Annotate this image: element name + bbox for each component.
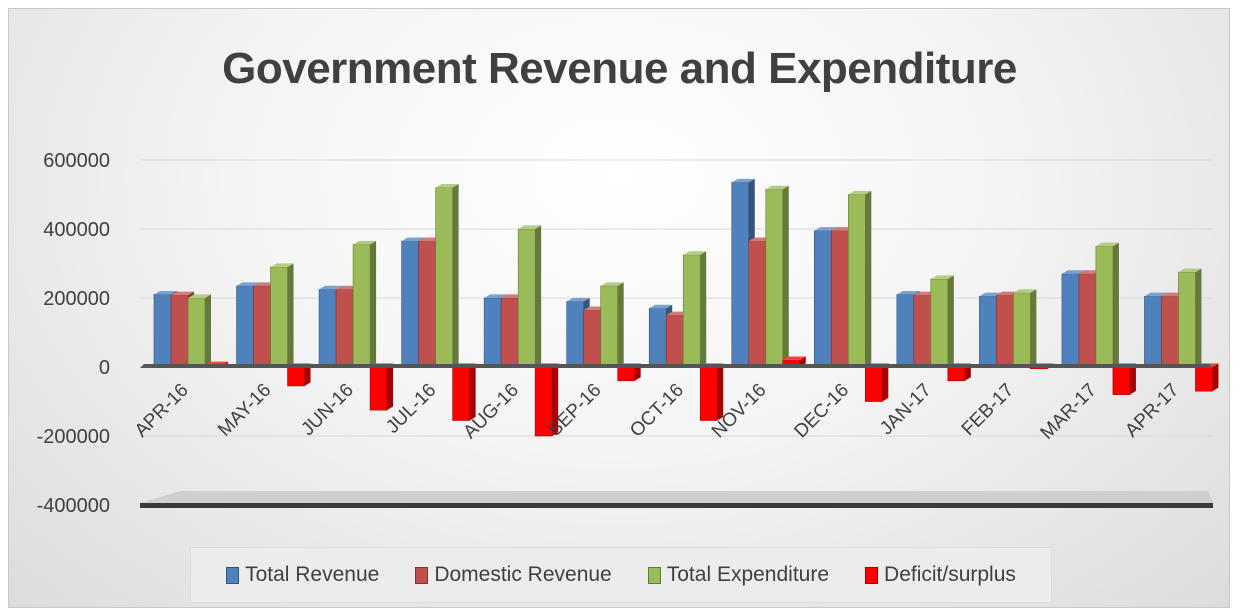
legend-label-deficit-surplus: Deficit/surplus: [884, 563, 1016, 586]
chart-floor: [140, 491, 1213, 503]
legend-swatch-total-revenue: [226, 566, 240, 584]
bar-deficit-surplus-mar-17: [1112, 363, 1136, 395]
bar-deficit-surplus-oct-16: [699, 363, 724, 421]
bar-total-expenditure-feb-17: [1013, 289, 1037, 368]
chart-floor-edge: [140, 503, 1213, 508]
bar-total-expenditure-aug-16: [517, 225, 542, 368]
legend-label-domestic-revenue: Domestic Revenue: [434, 563, 612, 586]
legend-item-domestic-revenue: Domestic Revenue: [415, 563, 612, 587]
x-tick-label: APR-16: [131, 380, 193, 442]
bar-total-expenditure-apr-17: [1178, 268, 1202, 368]
y-tick-label: 400000: [43, 219, 110, 241]
x-tick-label: MAR-17: [1037, 380, 1101, 444]
y-tick-label: 600000: [43, 150, 110, 172]
chart-legend: Total Revenue Domestic Revenue Total Exp…: [190, 547, 1052, 603]
bar-total-expenditure-may-16: [270, 263, 294, 368]
bar-total-expenditure-nov-16: [765, 185, 789, 368]
legend-item-total-expenditure: Total Expenditure: [647, 563, 830, 587]
bar-total-expenditure-jun-16: [352, 240, 377, 368]
legend-item-deficit-surplus: Deficit/surplus: [865, 563, 1016, 587]
bar-deficit-surplus-apr-17: [1195, 363, 1219, 392]
bar-total-expenditure-jan-17: [930, 275, 954, 368]
legend-swatch-total-expenditure: [647, 566, 661, 584]
bar-deficit-surplus-jun-16: [369, 363, 394, 411]
bar-total-expenditure-apr-16: [187, 294, 211, 368]
legend-label-total-revenue: Total Revenue: [245, 563, 380, 586]
bar-total-expenditure-sep-16: [600, 282, 624, 368]
y-tick-label: 0: [99, 357, 110, 379]
bar-total-expenditure-dec-16: [848, 190, 872, 368]
legend-item-total-revenue: Total Revenue: [226, 563, 379, 587]
legend-label-total-expenditure: Total Expenditure: [666, 563, 830, 586]
x-tick-label: DEC-16: [790, 380, 853, 443]
zero-axis: [140, 364, 1213, 368]
x-tick-label: OCT-16: [626, 380, 688, 442]
chart-title: Government Revenue and Expenditure: [222, 44, 1017, 93]
y-tick-label: 200000: [43, 288, 110, 310]
bar-total-expenditure-mar-17: [1095, 242, 1119, 368]
legend-swatch-domestic-revenue: [415, 566, 429, 584]
y-tick-label: -400000: [37, 495, 110, 517]
y-tick-label: -200000: [37, 426, 110, 448]
x-tick-label: MAY-16: [214, 380, 275, 441]
bar-deficit-surplus-dec-16: [865, 363, 889, 402]
x-tick-label: FEB-17: [958, 380, 1018, 440]
x-tick-label: JUN-16: [297, 380, 357, 440]
bar-total-expenditure-oct-16: [682, 251, 707, 368]
bar-total-expenditure-jul-16: [435, 184, 459, 368]
legend-swatch-deficit-surplus: [865, 566, 879, 584]
bar-deficit-surplus-jul-16: [452, 363, 476, 421]
